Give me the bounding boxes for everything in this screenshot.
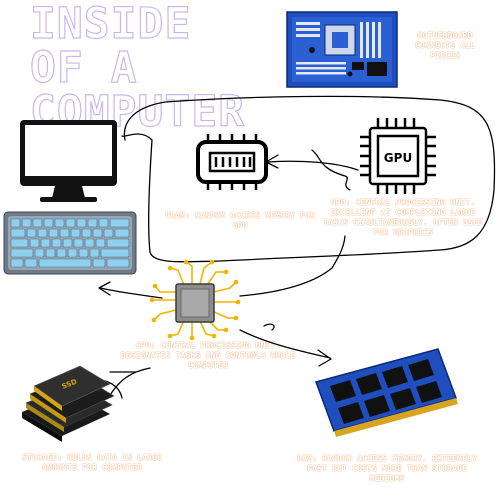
cpu-caption: CPU: Central Processing unit. Designates… <box>120 340 296 370</box>
motherboard-caption: Motherboard connects all pieces <box>415 30 475 60</box>
title-line-1: INSIDE OF A <box>29 0 192 93</box>
cpu-chip-icon <box>149 259 241 341</box>
ram-caption: RAM: Random Access Memory. Extremely fas… <box>297 453 477 483</box>
ssd-stack-icon: SSD <box>22 365 115 442</box>
storage-caption: Storage: holds data in large amounts for… <box>22 452 162 472</box>
keyboard-icon <box>3 211 137 275</box>
ram-stick-icon <box>315 348 458 437</box>
gpu-scribble <box>311 149 351 191</box>
gpu-chip-label: GPU <box>384 151 412 165</box>
vram-chip-icon <box>196 134 268 190</box>
cpu-to-keyboard-arrow <box>98 281 163 299</box>
connector-lines <box>98 95 496 399</box>
gpu-chip-icon: GPU <box>360 118 436 194</box>
monitor-icon <box>20 120 117 202</box>
cpu-to-ram-arrow <box>239 323 332 367</box>
outer-loop-line <box>121 95 496 263</box>
diagram-title: INSIDE OF A COMPUTER <box>29 0 260 134</box>
vram-caption: VRAM: Random Access Memory for GPU <box>165 210 315 230</box>
vram-gpu-arrow <box>265 154 359 171</box>
motherboard-icon <box>286 11 398 88</box>
gpu-caption: GPU: Central Processing unit. Excellent … <box>323 197 483 237</box>
cpu-to-gpu-line <box>239 235 346 297</box>
